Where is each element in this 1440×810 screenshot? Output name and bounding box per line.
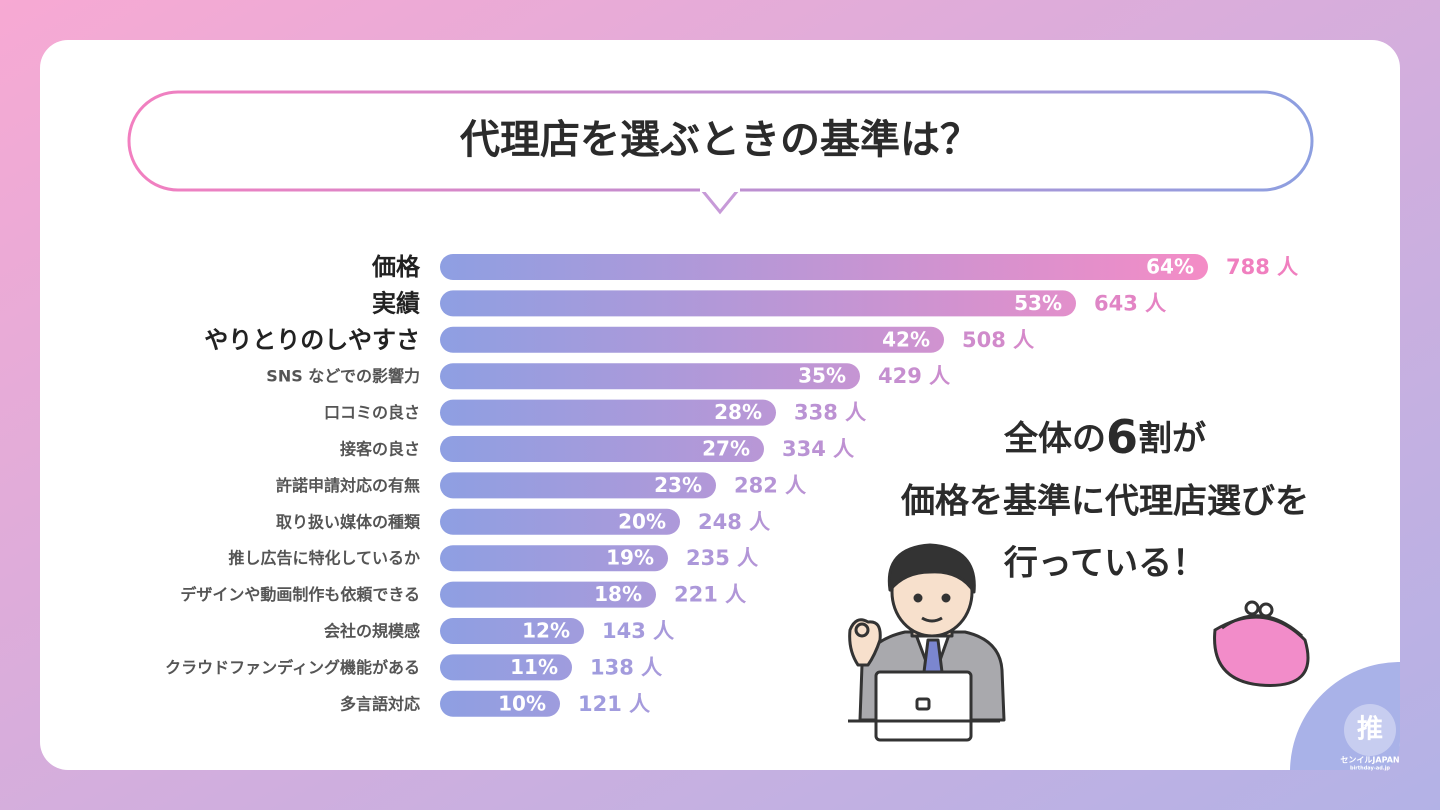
count-label: 429 人 bbox=[878, 364, 950, 388]
category-label: 推し広告に特化しているか bbox=[228, 549, 420, 568]
bar bbox=[440, 581, 656, 608]
annotation-text: 全体の bbox=[1003, 419, 1106, 459]
category-label: 価格 bbox=[371, 253, 421, 281]
bar bbox=[440, 399, 776, 426]
category-label: 接客の良さ bbox=[340, 440, 420, 459]
count-label: 235 人 bbox=[686, 546, 758, 570]
count-label: 143 人 bbox=[602, 619, 674, 643]
count-label: 221 人 bbox=[674, 583, 746, 607]
category-label: デザインや動画制作も依頼できる bbox=[180, 585, 420, 604]
count-label: 138 人 bbox=[590, 655, 662, 679]
title-bubble bbox=[127, 90, 1314, 215]
annotation: 全体の6割が 価格を基準に代理店選びを 行っている！ bbox=[900, 410, 1309, 584]
category-label: 多言語対応 bbox=[340, 694, 420, 713]
category-label: 取り扱い媒体の種類 bbox=[276, 512, 421, 531]
count-label: 508 人 bbox=[962, 328, 1034, 352]
chart-title: 代理店を選ぶときの基準は？ bbox=[459, 117, 980, 163]
value-label: 18% bbox=[594, 582, 642, 606]
value-label: 42% bbox=[882, 327, 930, 351]
purse bbox=[1213, 600, 1310, 687]
category-label: クラウドファンディング機能がある bbox=[165, 658, 420, 677]
logo-url: birthday-ad.jp bbox=[1350, 766, 1390, 772]
category-label: 会社の規模感 bbox=[324, 622, 420, 641]
category-label: 許諾申請対応の有無 bbox=[276, 476, 420, 495]
illustration bbox=[848, 543, 1006, 742]
bar bbox=[440, 436, 764, 462]
logo-name: センイルJAPAN bbox=[1340, 756, 1399, 765]
category-label: SNS などでの影響力 bbox=[266, 367, 420, 386]
bar bbox=[440, 326, 944, 353]
category-label: 口コミの良さ bbox=[324, 403, 420, 422]
count-label: 788 人 bbox=[1226, 255, 1298, 279]
count-label: 121 人 bbox=[578, 692, 650, 716]
bar bbox=[440, 254, 1208, 280]
value-label: 28% bbox=[714, 400, 762, 424]
bar bbox=[440, 363, 860, 390]
bar bbox=[440, 618, 584, 644]
annotation-text: 行っている！ bbox=[1004, 544, 1206, 584]
annotation-text: 割が bbox=[1138, 419, 1206, 459]
category-label: 実績 bbox=[372, 289, 420, 317]
value-label: 64% bbox=[1146, 255, 1194, 279]
count-label: 282 人 bbox=[734, 473, 806, 497]
count-label: 643 人 bbox=[1094, 291, 1166, 315]
bar bbox=[440, 508, 680, 535]
logo-mark bbox=[1344, 704, 1396, 756]
count-label: 338 人 bbox=[794, 401, 866, 425]
count-label: 248 人 bbox=[698, 510, 770, 534]
svg-text:全体の6割が: 全体の6割が bbox=[1003, 410, 1206, 464]
value-label: 19% bbox=[606, 546, 654, 570]
category-label: やりとりのしやすさ bbox=[204, 326, 420, 354]
value-label: 23% bbox=[654, 473, 702, 497]
value-label: 27% bbox=[702, 437, 750, 461]
value-label: 10% bbox=[498, 691, 546, 715]
bar bbox=[440, 545, 668, 572]
annotation-number: 6 bbox=[1106, 410, 1138, 464]
annotation-text: 価格を基準に代理店選びを bbox=[900, 482, 1309, 522]
bar bbox=[440, 472, 716, 499]
bar bbox=[440, 290, 1076, 317]
value-label: 12% bbox=[522, 619, 570, 643]
count-label: 334 人 bbox=[782, 437, 854, 461]
value-label: 35% bbox=[798, 364, 846, 388]
bar bbox=[440, 690, 560, 717]
logo-corner bbox=[1290, 662, 1400, 770]
value-label: 53% bbox=[1014, 291, 1062, 315]
value-label: 11% bbox=[510, 655, 558, 679]
logo-icon: 推 bbox=[1357, 715, 1383, 745]
value-label: 20% bbox=[618, 509, 666, 533]
bar bbox=[440, 654, 572, 681]
